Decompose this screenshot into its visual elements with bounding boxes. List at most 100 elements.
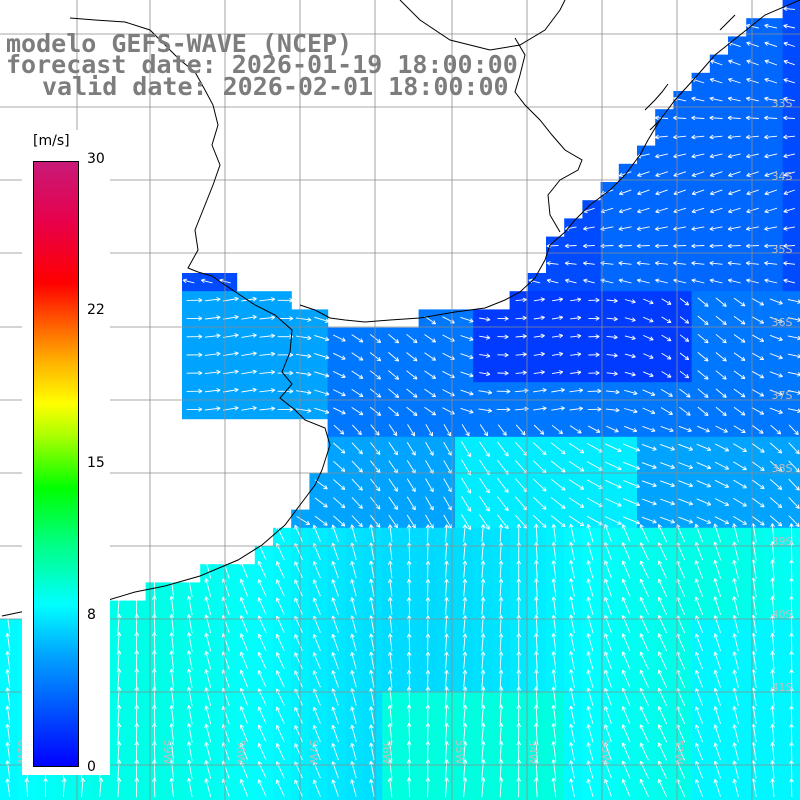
wind-arrow xyxy=(275,779,285,797)
wind-arrow xyxy=(642,389,656,396)
wind-arrow xyxy=(498,741,504,761)
wind-arrow xyxy=(568,742,575,761)
wind-arrow xyxy=(745,260,759,266)
wind-arrow xyxy=(709,96,723,102)
wind-arrow xyxy=(275,579,285,597)
wind-arrow xyxy=(691,134,705,140)
wind-arrow xyxy=(480,759,486,780)
wind-arrow xyxy=(239,724,249,743)
wind-arrow xyxy=(239,760,249,779)
wind-arrow xyxy=(388,478,398,492)
wind-arrow xyxy=(275,724,285,742)
wind-arrow xyxy=(551,297,564,302)
wind-arrow xyxy=(679,352,690,361)
wind-arrow xyxy=(294,670,303,688)
wind-arrow xyxy=(770,760,775,779)
wind-arrow xyxy=(606,334,618,340)
wind-arrow xyxy=(639,524,649,542)
wind-arrow xyxy=(350,779,357,797)
wind-arrow xyxy=(621,706,631,725)
lat-label: 39S xyxy=(772,535,793,548)
wind-arrow xyxy=(657,633,668,652)
wind-arrow xyxy=(694,742,704,761)
colorbar-tick-8: 8 xyxy=(87,607,96,623)
wind-arrow xyxy=(387,560,393,579)
wind-arrow xyxy=(204,315,221,320)
wind-arrow xyxy=(697,425,710,433)
wind-arrow xyxy=(406,741,412,761)
wind-arrow xyxy=(789,778,794,797)
wind-arrow xyxy=(624,425,638,433)
wind-arrow xyxy=(369,524,375,542)
wind-arrow xyxy=(732,760,739,779)
wind-arrow xyxy=(406,388,418,398)
wind-arrow xyxy=(369,742,375,761)
wind-arrow xyxy=(533,406,547,411)
wind-arrow xyxy=(295,335,312,341)
wind-arrow xyxy=(568,760,575,779)
wind-arrow xyxy=(169,777,175,798)
wind-arrow xyxy=(444,597,449,615)
wind-arrow xyxy=(134,759,140,780)
wind-arrow xyxy=(751,407,765,415)
wind-arrow xyxy=(406,759,412,780)
wind-arrow xyxy=(533,387,547,393)
wind-arrow xyxy=(312,524,321,542)
wind-arrow xyxy=(314,371,330,378)
wind-arrow xyxy=(713,578,722,597)
wind-arrow xyxy=(460,316,474,323)
wind-arrow xyxy=(239,742,249,761)
wind-arrow xyxy=(660,480,675,488)
wind-arrow xyxy=(694,706,704,724)
wind-arrow xyxy=(769,479,783,490)
wind-arrow xyxy=(733,370,746,380)
wind-arrow xyxy=(350,742,357,761)
wind-arrow xyxy=(515,424,526,436)
wind-arrow xyxy=(588,316,600,321)
wind-arrow xyxy=(621,633,631,652)
wind-cell xyxy=(782,473,800,492)
wind-arrow xyxy=(551,370,564,375)
wind-arrow xyxy=(586,705,594,725)
wind-arrow xyxy=(532,478,547,492)
wind-arrow xyxy=(5,614,11,634)
lon-label: 52W xyxy=(672,740,685,765)
wind-arrow xyxy=(425,496,434,511)
wind-arrow xyxy=(788,478,800,491)
wind-arrow xyxy=(696,516,712,524)
wind-arrow xyxy=(369,370,382,380)
wind-arrow xyxy=(5,705,11,725)
wind-arrow xyxy=(783,278,796,284)
wind-arrow xyxy=(621,578,631,597)
wind-arrow xyxy=(169,759,175,779)
wind-arrow xyxy=(5,742,11,761)
wind-arrow xyxy=(388,514,398,529)
wind-arrow xyxy=(751,497,765,508)
colorbar xyxy=(33,161,79,767)
wind-arrow xyxy=(679,316,690,324)
wind-arrow xyxy=(388,352,400,362)
wind-arrow xyxy=(587,388,602,394)
wind-arrow xyxy=(369,779,375,797)
wind-arrow xyxy=(461,495,472,512)
wind-arrow xyxy=(770,632,775,652)
wind-arrow xyxy=(691,278,705,284)
wind-arrow xyxy=(604,651,612,670)
wind-arrow xyxy=(770,424,782,435)
wind-arrow xyxy=(586,742,594,761)
wind-arrow xyxy=(257,560,267,579)
wind-arrow xyxy=(713,633,721,652)
wind-arrow xyxy=(769,460,783,472)
wind-arrow xyxy=(516,704,522,725)
wind-arrow xyxy=(444,524,449,542)
wind-arrow xyxy=(331,579,339,597)
wind-arrow xyxy=(604,461,622,471)
wind-arrow xyxy=(586,614,594,634)
wind-arrow xyxy=(479,353,491,358)
wind-arrow xyxy=(713,760,721,779)
wind-arrow xyxy=(679,298,690,306)
wind-arrow xyxy=(444,722,449,743)
wind-arrow xyxy=(551,777,557,798)
wind-arrow xyxy=(661,352,672,360)
